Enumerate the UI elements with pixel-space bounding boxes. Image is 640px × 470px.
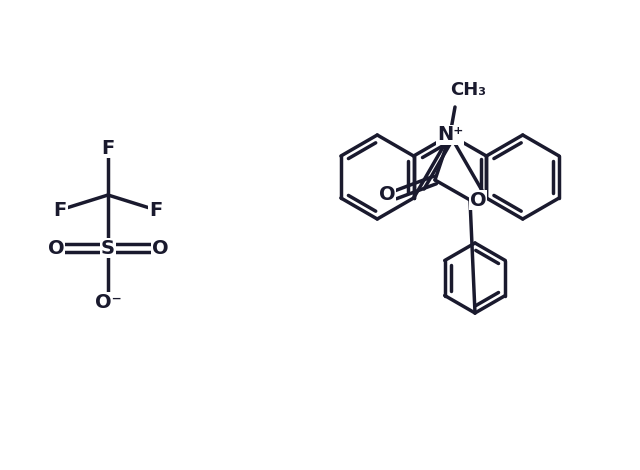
- Text: O: O: [152, 238, 168, 258]
- Text: N⁺: N⁺: [437, 125, 463, 144]
- Text: O⁻: O⁻: [95, 292, 122, 312]
- Text: F: F: [101, 139, 115, 157]
- Text: F: F: [53, 201, 67, 219]
- Text: O: O: [48, 238, 64, 258]
- Text: O: O: [470, 190, 486, 210]
- Text: O: O: [379, 186, 396, 204]
- Text: S: S: [101, 238, 115, 258]
- Text: CH₃: CH₃: [450, 81, 486, 99]
- Text: F: F: [149, 201, 163, 219]
